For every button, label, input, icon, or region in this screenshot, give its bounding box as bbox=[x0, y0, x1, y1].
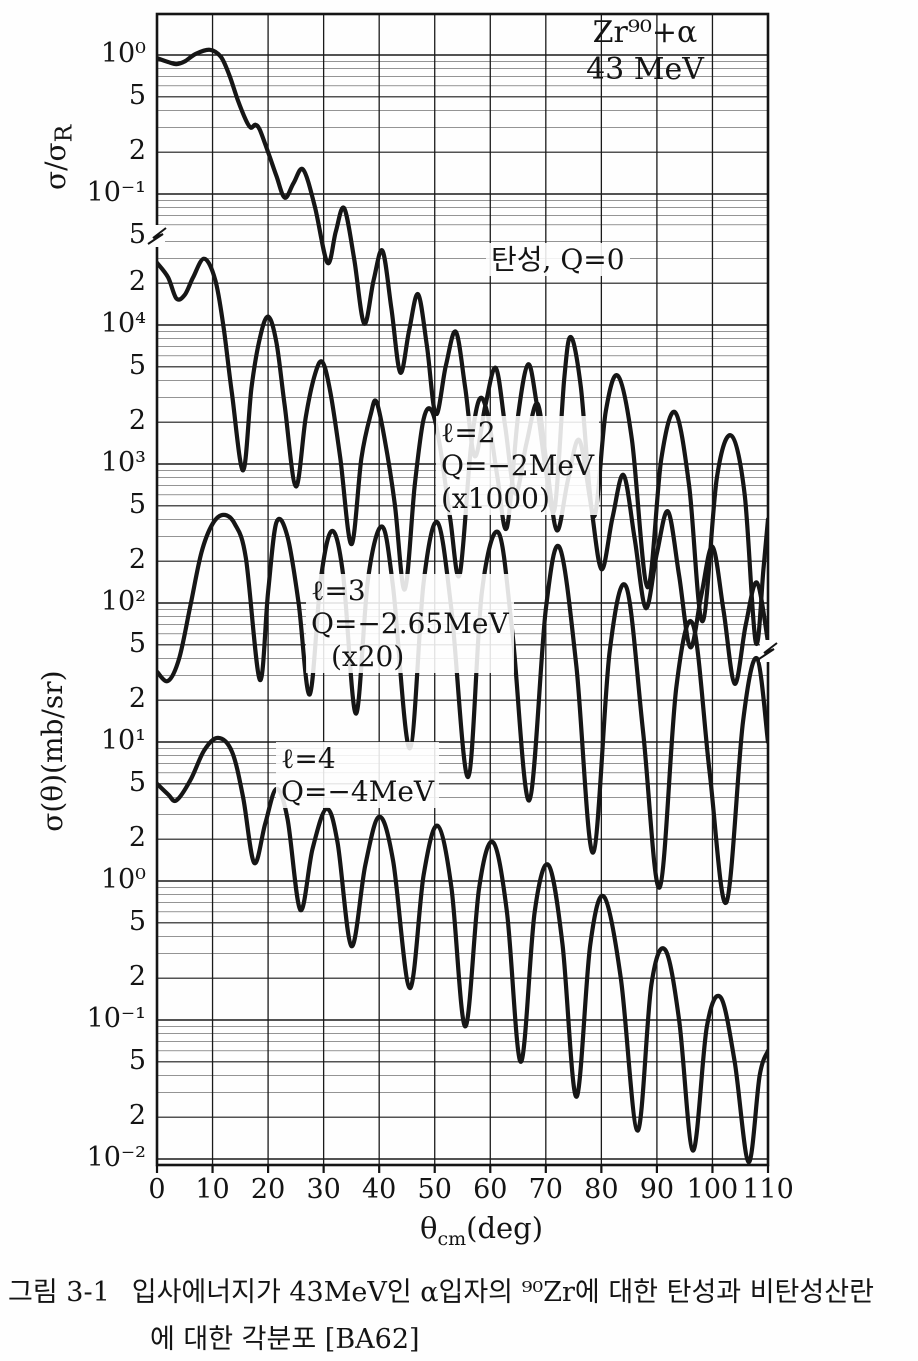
x-tick-label: 80 bbox=[584, 1174, 619, 1205]
x-tick-label: 10 bbox=[195, 1174, 230, 1205]
y-tick-label: 2 bbox=[128, 822, 146, 854]
curve-elastic bbox=[157, 47, 768, 686]
l2-line2: Q=−2MeV bbox=[441, 449, 595, 482]
x-tick-label: 30 bbox=[306, 1174, 341, 1205]
curve-label-l4: ℓ=4 Q=−4MeV bbox=[276, 742, 440, 808]
y-tick-label: 2 bbox=[128, 405, 146, 437]
l2-line1: ℓ=2 bbox=[441, 416, 496, 449]
x-tick-label: 20 bbox=[250, 1174, 286, 1205]
y-tick-label: 5 bbox=[128, 1044, 146, 1076]
y-tick-label: 2 bbox=[128, 135, 146, 167]
l4-line1: ℓ=4 bbox=[281, 742, 336, 775]
energy-label: 43 MeV bbox=[586, 51, 704, 87]
y-tick-label: 10⁻¹ bbox=[86, 177, 146, 208]
y-tick-label: 10⁻² bbox=[86, 1142, 146, 1173]
l4-line2: Q=−4MeV bbox=[281, 775, 435, 808]
x-tick-label: 60 bbox=[473, 1174, 508, 1205]
y-tick-label: 5 bbox=[128, 349, 146, 381]
y-tick-label: 10⁻¹ bbox=[86, 1003, 146, 1034]
l3-line2: Q=−2.65MeV bbox=[311, 607, 509, 640]
curve-label-l3: ℓ=3 Q=−2.65MeV (x20) bbox=[306, 574, 514, 673]
y-tick-label: 5 bbox=[128, 627, 146, 659]
x-tick-label: 90 bbox=[639, 1174, 675, 1205]
axis-break-left bbox=[147, 227, 167, 245]
x-tick-label: 100 bbox=[686, 1174, 739, 1205]
y-tick-label: 5 bbox=[128, 905, 146, 937]
theta-sub: cm bbox=[437, 1227, 467, 1250]
x-tick-label: 110 bbox=[742, 1174, 794, 1205]
reaction-label: Zr⁹⁰+α bbox=[592, 15, 698, 50]
y-tick-label: 10³ bbox=[100, 447, 146, 478]
y-tick-label: 5 bbox=[128, 79, 146, 111]
y-tick-label: 2 bbox=[128, 266, 146, 298]
l3-line1: ℓ=3 bbox=[311, 574, 366, 607]
caption-line1: 입사에너지가 43MeV인 α입자의 ⁹⁰Zr에 대한 탄성과 비탄성산란 bbox=[131, 1277, 874, 1308]
theta-text: θ bbox=[420, 1211, 438, 1245]
y-tick-label: 5 bbox=[128, 218, 146, 250]
x-axis-label: θcm(deg) bbox=[420, 1211, 544, 1248]
x-tick-label: 40 bbox=[361, 1174, 397, 1205]
y-tick-label: 10⁰ bbox=[100, 38, 146, 69]
caption-tag: 그림 3-1 bbox=[8, 1277, 110, 1308]
x-tick-label: 50 bbox=[417, 1174, 452, 1205]
axis-break-right bbox=[758, 642, 778, 660]
y-tick-label: 10⁰ bbox=[100, 864, 146, 895]
y-tick-label: 2 bbox=[128, 1100, 146, 1132]
curve-l4 bbox=[157, 735, 768, 1165]
x-tick-label: 70 bbox=[528, 1174, 563, 1205]
y-tick-label: 2 bbox=[128, 961, 146, 993]
curve-label-elastic: 탄성, Q=0 bbox=[486, 243, 630, 276]
y-tick-label: 10⁴ bbox=[100, 308, 146, 339]
x-tick-label: 0 bbox=[148, 1174, 166, 1205]
y-tick-label: 10¹ bbox=[100, 725, 146, 756]
curve-label-l2: ℓ=2 Q=−2MeV (x1000) bbox=[436, 416, 600, 515]
y-tick-label: 2 bbox=[128, 683, 146, 715]
reaction-title: Zr⁹⁰+α 43 MeV bbox=[560, 15, 730, 89]
figure-caption-line2: 에 대한 각분포 [BA62] bbox=[150, 1324, 420, 1355]
l2-line3: (x1000) bbox=[441, 482, 550, 515]
deg-text: (deg) bbox=[466, 1211, 544, 1245]
plot-border bbox=[155, 12, 770, 1167]
curve-l2 bbox=[157, 256, 768, 646]
figure-caption: 그림 3-1 입사에너지가 43MeV인 α입자의 ⁹⁰Zr에 대한 탄성과 비탄… bbox=[8, 1277, 874, 1308]
y-tick-label: 10² bbox=[100, 586, 146, 617]
l3-line3: (x20) bbox=[331, 640, 405, 673]
y-tick-label: 2 bbox=[128, 544, 146, 576]
y-tick-label: 5 bbox=[128, 766, 146, 798]
y-tick-label: 5 bbox=[128, 488, 146, 520]
